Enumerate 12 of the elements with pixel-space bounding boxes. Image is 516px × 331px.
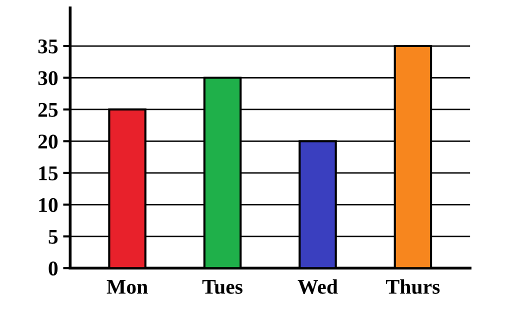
y-tick-label: 30 [38,71,58,86]
y-tick-label: 20 [38,134,58,149]
y-tick-label: 5 [48,230,58,244]
x-tick-label: Wed [298,279,338,294]
x-tick-label: Mon [106,280,148,294]
y-tick-label: 35 [38,39,58,54]
y-tick-label: 0 [48,261,58,276]
x-tick-label: Thurs [386,279,440,294]
x-tick-label: Tues [202,280,242,294]
y-tick-label: 10 [39,198,58,212]
y-tick-label: 25 [38,102,58,117]
y-tick-label: 15 [39,166,58,180]
